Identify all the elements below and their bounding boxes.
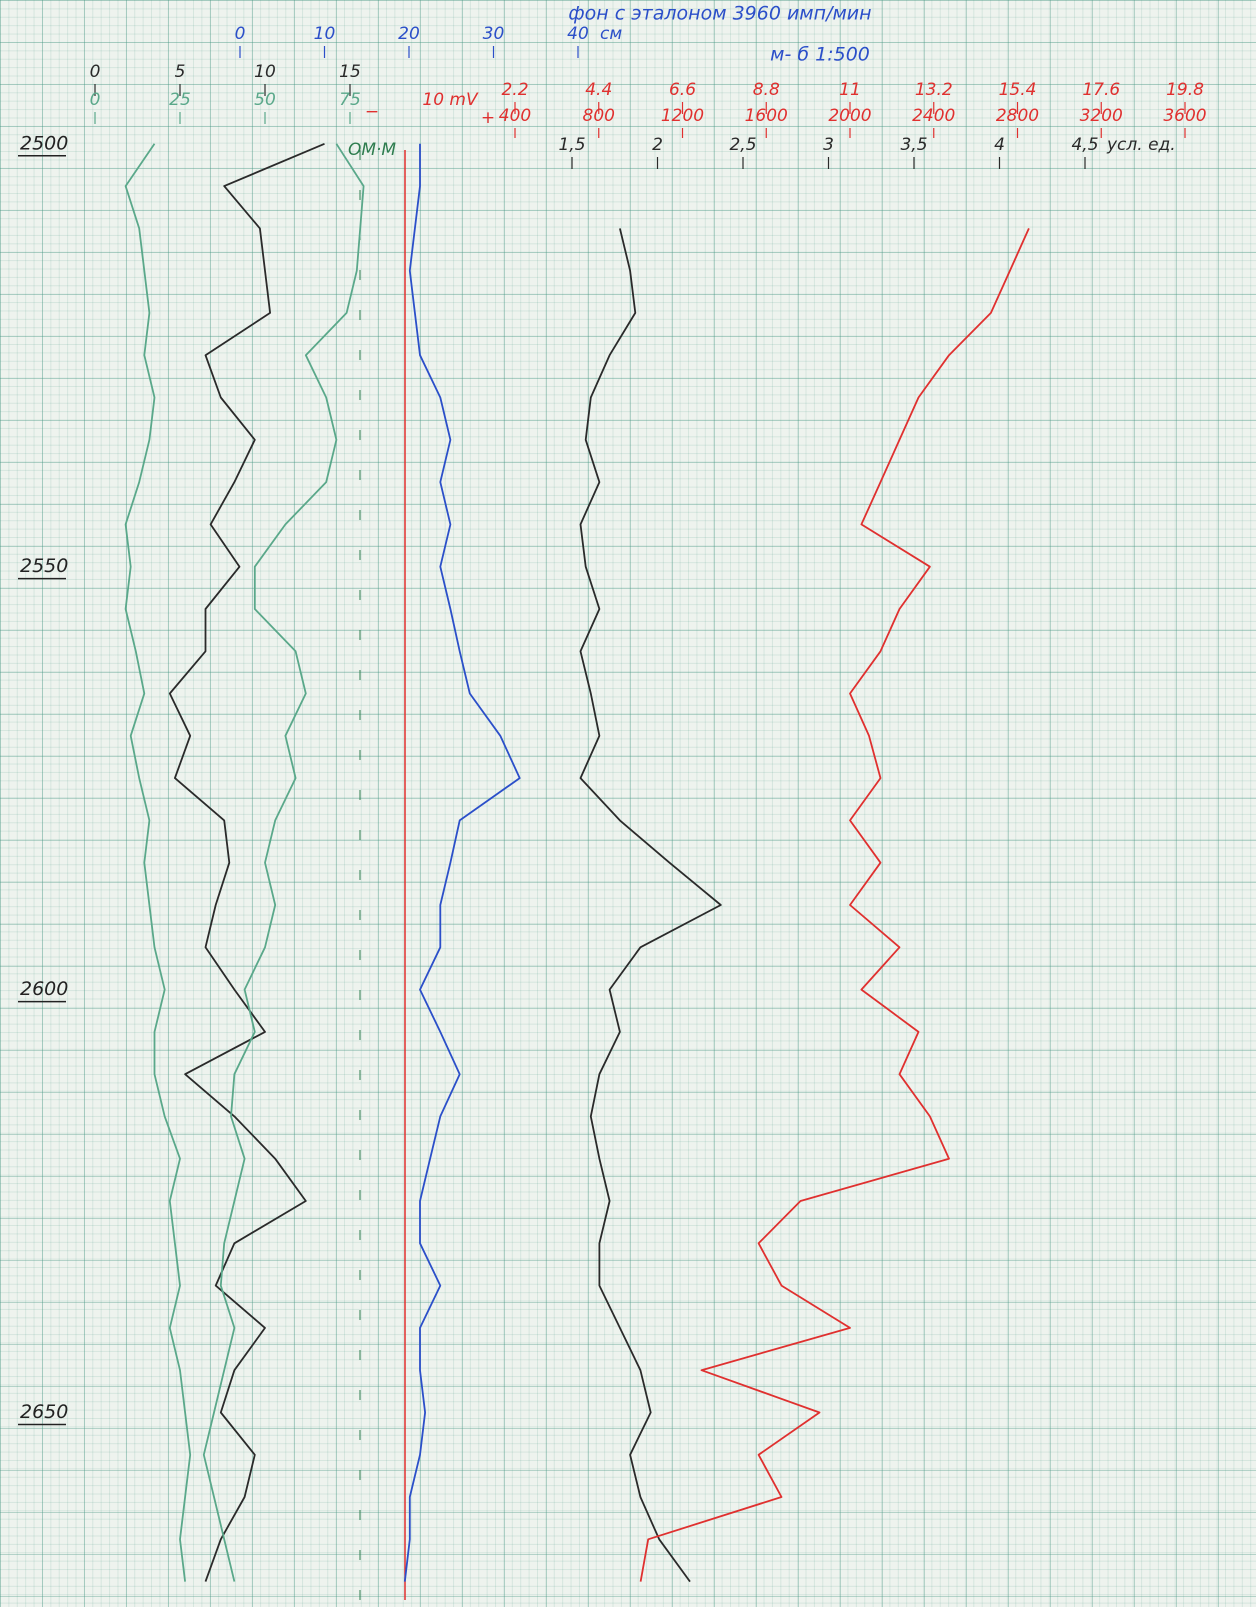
- scale-label: 20: [398, 24, 420, 44]
- scale-label-2: 1200: [661, 106, 704, 126]
- scale-label-2: 2800: [996, 106, 1039, 126]
- scale-label: 17.6: [1082, 80, 1120, 100]
- scale-label: 10: [254, 62, 276, 82]
- annotation: +: [481, 108, 495, 128]
- scale-label: 19.8: [1166, 80, 1204, 100]
- scale-label-2: 3600: [1163, 106, 1206, 126]
- log-curve: [641, 228, 1029, 1581]
- scale-label: 8.8: [753, 80, 780, 100]
- log-curve: [581, 228, 721, 1581]
- scale-label: 13.2: [915, 80, 953, 100]
- log-curve: [170, 144, 325, 1582]
- scale-label: 0: [235, 24, 246, 44]
- scale-label: 0: [90, 62, 101, 82]
- log-curve: [126, 144, 191, 1582]
- scale-label: 15.4: [999, 80, 1037, 100]
- scale-label-2: 2000: [828, 106, 871, 126]
- scale-label: 2: [652, 135, 663, 155]
- scale-label: 4,5: [1071, 135, 1098, 155]
- scale-label-2: 800: [583, 106, 615, 126]
- chart: фон с эталоном 3960 имп/мин м- б 1:500 2…: [0, 0, 1256, 1607]
- scale-unit: усл. ед.: [1106, 135, 1176, 155]
- depth-label: 2650: [20, 1401, 68, 1423]
- scale-label: 2,5: [729, 135, 756, 155]
- annotation: 10 mV: [422, 90, 479, 110]
- scale-label: 15: [339, 62, 361, 82]
- log-curve: [204, 144, 364, 1582]
- depth-label: 2500: [20, 132, 68, 154]
- scale-label: 75: [339, 90, 361, 110]
- scale-label: 3: [823, 135, 834, 155]
- scale-label: 30: [483, 24, 505, 44]
- chart-subtitle: м- б 1:500: [770, 44, 870, 66]
- scale-unit: см: [600, 24, 622, 44]
- scale-label: 0: [90, 90, 101, 110]
- log-curve: [405, 144, 520, 1582]
- scale-label: 2.2: [501, 80, 528, 100]
- chart-title: фон с эталоном 3960 имп/мин: [568, 3, 871, 25]
- depth-label: 2600: [20, 978, 68, 1000]
- scale-label: 3,5: [900, 135, 927, 155]
- scale-label: 10: [314, 24, 336, 44]
- scale-label: 1,5: [558, 135, 585, 155]
- annotation: −: [365, 102, 379, 122]
- scale-label-2: 3200: [1080, 106, 1123, 126]
- scale-label: 4: [994, 135, 1005, 155]
- log-sheet: фон с эталоном 3960 имп/мин м- б 1:500 2…: [0, 0, 1256, 1607]
- scale-label: 6.6: [669, 80, 696, 100]
- scale-label: 4.4: [585, 80, 612, 100]
- scale-label: 25: [169, 90, 191, 110]
- depth-label: 2550: [20, 555, 68, 577]
- scale-label-2: 1600: [745, 106, 788, 126]
- annotation: ОМ·М: [348, 140, 396, 160]
- scale-label: 5: [175, 62, 186, 82]
- scale-label-2: 2400: [912, 106, 955, 126]
- scale-label: 50: [254, 90, 276, 110]
- scale-label: 11: [839, 80, 861, 100]
- scale-label: 40: [567, 24, 589, 44]
- scale-label-2: 400: [499, 106, 531, 126]
